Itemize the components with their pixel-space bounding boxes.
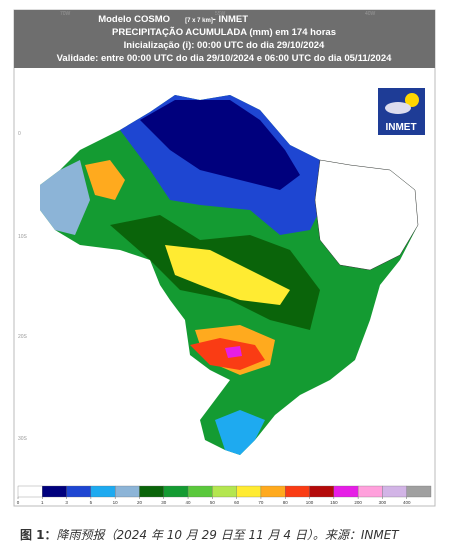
colorbar-box [333, 485, 359, 498]
header-band [14, 10, 435, 68]
tick-label: 40 [186, 500, 192, 505]
colorbar-box [357, 485, 383, 498]
dry-area [314, 159, 419, 271]
map-figure: Modelo COSMO [7 x 7 km] - INMET PRECIPIT… [13, 9, 436, 507]
caption-text: 降雨预报（2024 年 10 月 29 日至 11 月 4 日）。来源：INME… [56, 528, 399, 542]
tick-label: 30 [161, 500, 167, 505]
rain-area [225, 346, 242, 358]
tick-label: 300 [379, 500, 387, 505]
colorbar-box [260, 485, 286, 498]
colorbar-box [90, 485, 116, 498]
tick-label: 150 [330, 500, 338, 505]
colorbar-box [236, 485, 262, 498]
colorbar-box [163, 485, 189, 498]
header-line: Modelo COSMO [98, 14, 170, 25]
tick-label: 3 [65, 500, 68, 505]
caption: 图 1：降雨预报（2024 年 10 月 29 日至 11 月 4 日）。来源：… [20, 526, 399, 543]
colorbar: 0 1 3 5 10 20 30 40 50 60 70 80 100 150 200 300 400 [17, 485, 432, 505]
tick-label: 200 [354, 500, 362, 505]
header-line: - INMET [213, 14, 249, 25]
logo-sun [405, 93, 419, 107]
tick-label: 10 [113, 500, 119, 505]
rain-area [215, 410, 265, 455]
tick-label: 20 [137, 500, 143, 505]
tick-label: 60 [234, 500, 240, 505]
tick-label: 5 [90, 500, 93, 505]
tick-label: 70 [258, 500, 264, 505]
header-line: PRECIPITAÇÃO ACUMULADA (mm) em 174 horas [112, 27, 336, 38]
header-line: Inicialização (i): 00:00 UTC do dia 29/1… [124, 40, 325, 51]
lat-label: 30S [18, 436, 28, 442]
tick-label: 50 [210, 500, 216, 505]
colorbar-box [115, 485, 140, 498]
header-line: [7 x 7 km] [185, 18, 213, 24]
rain-area [165, 245, 290, 305]
colorbar-box [212, 485, 237, 498]
colorbar-box [309, 485, 334, 498]
colorbar-box [17, 485, 43, 498]
rain-area [140, 100, 300, 190]
colorbar-box [382, 485, 407, 498]
header-line: Validade: entre 00:00 UTC do dia 29/10/2… [57, 53, 392, 64]
grid-labels: 70W 55W 40W 0 10S 20S 30S [18, 11, 376, 442]
colorbar-box [42, 485, 67, 498]
colorbar-box [66, 485, 92, 498]
rain-area [85, 160, 125, 200]
caption-label: 图 1： [20, 528, 57, 542]
lat-label: 0 [18, 131, 21, 137]
lon-label: 55W [215, 11, 226, 17]
logo-cloud [385, 102, 411, 114]
colorbar-box [406, 485, 432, 498]
tick-label: 80 [283, 500, 289, 505]
tick-label: 100 [306, 500, 314, 505]
lat-label: 20S [18, 334, 28, 340]
colorbar-box [187, 485, 213, 498]
map [40, 95, 419, 455]
lat-label: 10S [18, 234, 28, 240]
logo-text: INMET [385, 122, 416, 133]
tick-label: 0 [17, 500, 20, 505]
tick-label: 1 [41, 500, 44, 505]
colorbar-box [139, 485, 164, 498]
tick-label: 400 [403, 500, 411, 505]
lon-label: 70W [60, 11, 71, 17]
colorbar-box [285, 485, 310, 498]
lon-label: 40W [365, 11, 376, 17]
rain-area [40, 160, 90, 235]
